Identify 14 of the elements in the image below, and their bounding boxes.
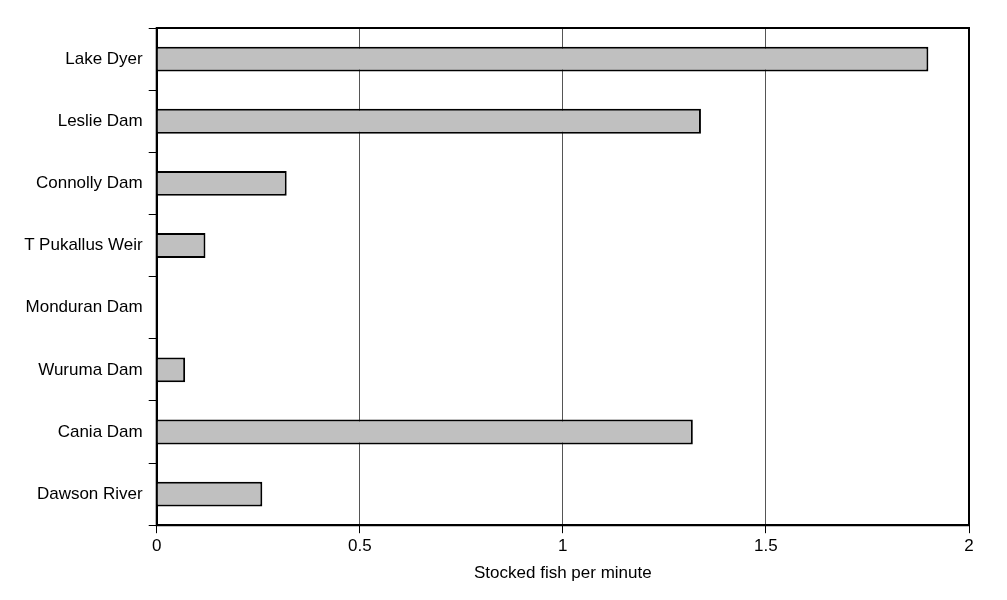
y-tick-label: Dawson River <box>36 483 144 503</box>
y-tick-label: Wuruma Dam <box>38 359 143 379</box>
x-axis-title: Stocked fish per minute <box>474 563 652 583</box>
y-tick-label: Monduran Dam <box>25 297 143 317</box>
y-tick-label: Cania Dam <box>57 421 143 441</box>
x-tick-label: 0.5 <box>347 536 372 556</box>
x-tick-label: 0 <box>151 536 162 556</box>
x-tick-label: 1.5 <box>754 536 778 556</box>
y-tick-label: Connolly Dam <box>35 173 143 193</box>
x-tick-label: 2 <box>964 536 974 556</box>
y-tick-label: Leslie Dam <box>57 110 143 130</box>
y-tick-label: T Pukallus Weir <box>24 235 144 255</box>
y-tick-label: Lake Dyer <box>65 48 144 68</box>
x-tick-label: 1 <box>558 536 568 556</box>
